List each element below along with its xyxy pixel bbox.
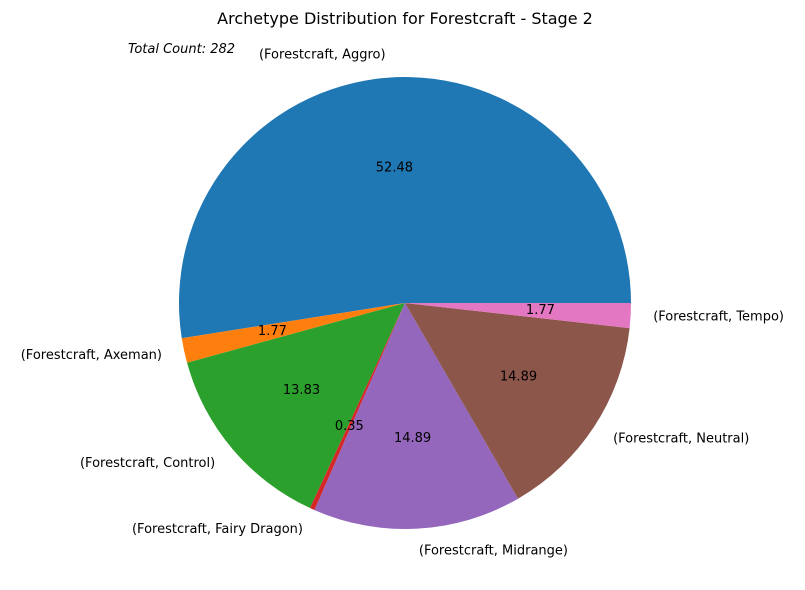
category-label-forestcraft-midrange: (Forestcraft, Midrange): [419, 544, 568, 559]
category-label-forestcraft-axeman: (Forestcraft, Axeman): [21, 348, 162, 363]
percent-labels: 52.48 1.77 13.83 0.35 14.89 14.89 1.77: [258, 160, 555, 446]
percent-label-forestcraft-aggro: 52.48: [376, 160, 413, 175]
pie-slice-forestcraft-midrange: [314, 303, 519, 529]
percent-label-forestcraft-midrange: 14.89: [394, 431, 431, 446]
pie-slice-forestcraft-aggro: [178, 77, 631, 339]
pie-slice-forestcraft-axeman: [181, 303, 405, 363]
total-count-annotation: Total Count: 282: [128, 42, 235, 57]
chart-title: Archetype Distribution for Forestcraft -…: [217, 9, 593, 28]
percent-label-forestcraft-fairy-dragon: 0.35: [335, 419, 364, 434]
category-label-forestcraft-control: (Forestcraft, Control): [80, 456, 215, 471]
pie-slice-forestcraft-fairy-dragon: [309, 303, 405, 511]
category-labels: (Forestcraft, Aggro) (Forestcraft, Axeman…: [21, 48, 784, 559]
pie-slices: [178, 77, 631, 529]
category-label-forestcraft-aggro: (Forestcraft, Aggro): [259, 48, 386, 63]
pie-slice-forestcraft-tempo: [405, 303, 631, 329]
percent-label-forestcraft-control: 13.83: [283, 383, 320, 398]
pie-slice-forestcraft-control: [187, 303, 405, 509]
percent-label-forestcraft-tempo: 1.77: [526, 303, 555, 318]
category-label-forestcraft-tempo: (Forestcraft, Tempo): [653, 309, 784, 324]
percent-label-forestcraft-axeman: 1.77: [258, 324, 287, 339]
pie-slice-forestcraft-neutral: [405, 303, 630, 499]
category-label-forestcraft-fairy-dragon: (Forestcraft, Fairy Dragon): [132, 522, 303, 537]
category-label-forestcraft-neutral: (Forestcraft, Neutral): [613, 432, 749, 447]
percent-label-forestcraft-neutral: 14.89: [500, 370, 537, 385]
